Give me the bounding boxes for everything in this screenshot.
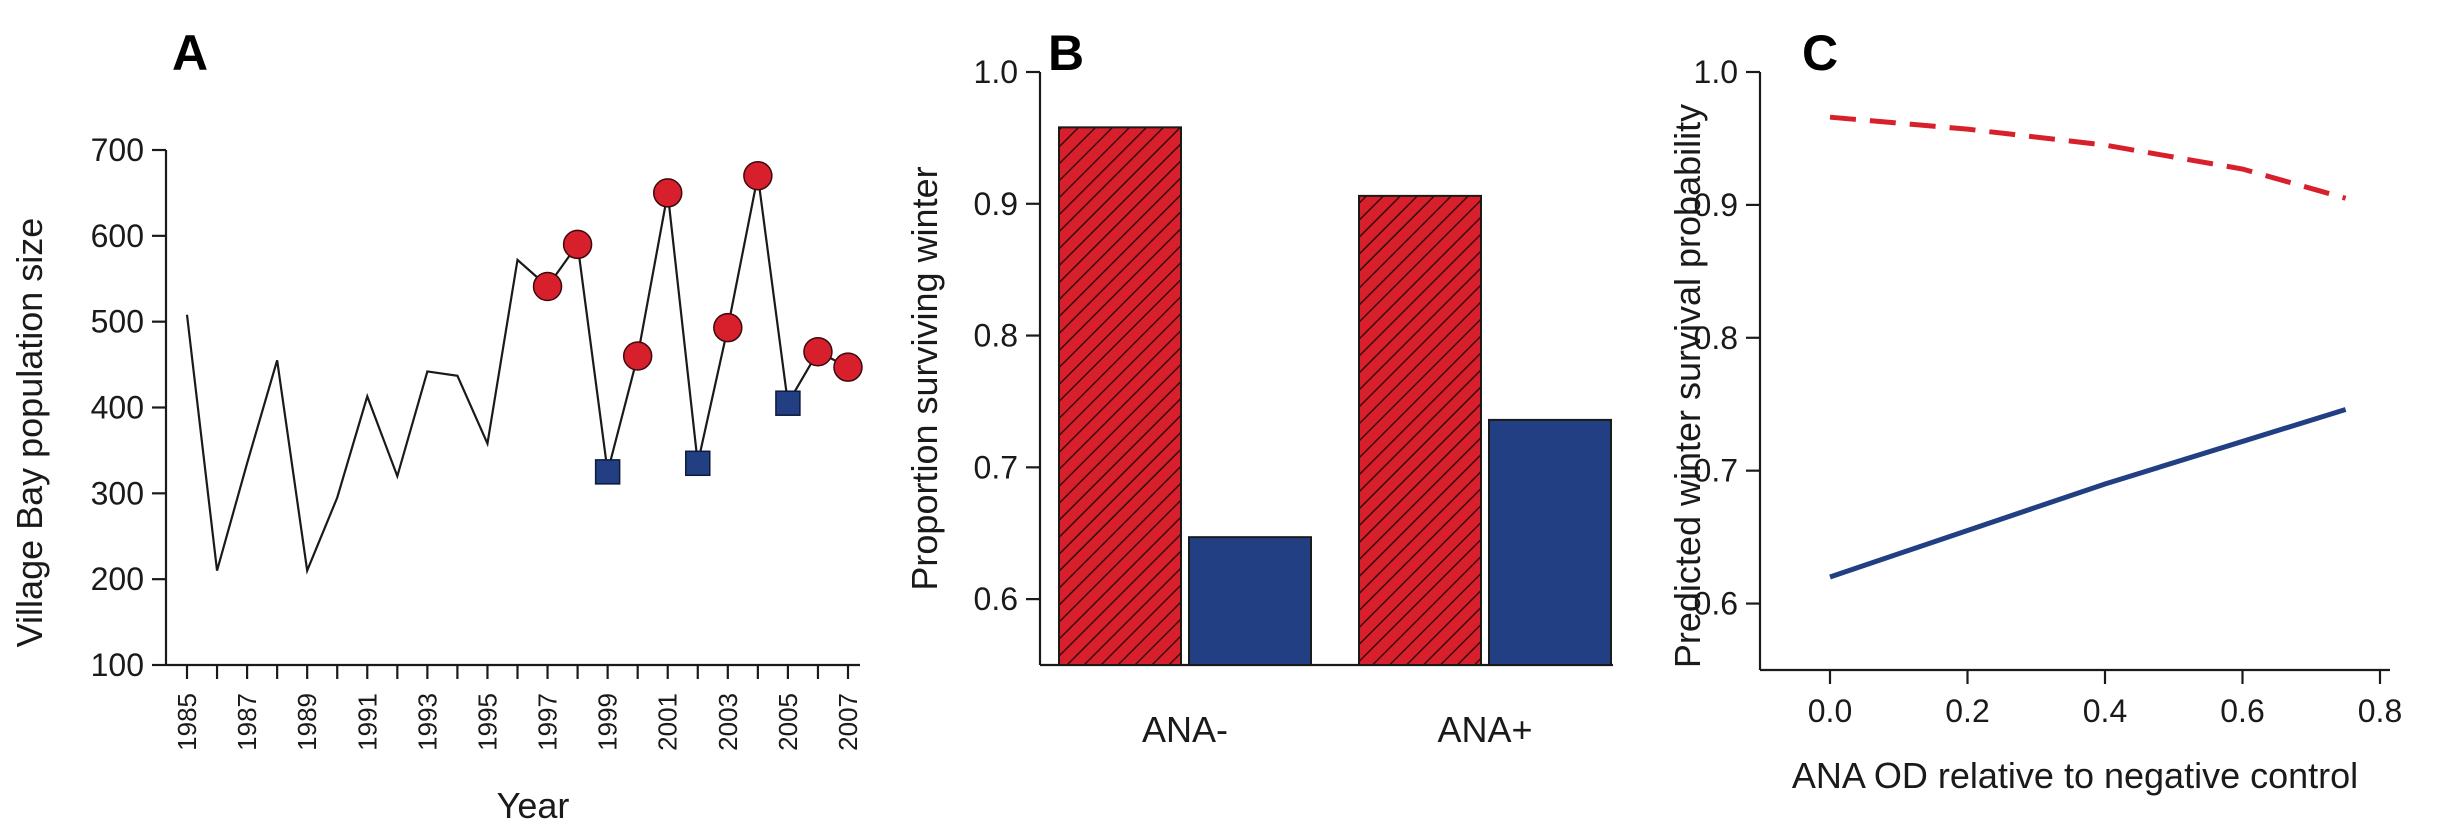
panel-a-x-tick-label: 2005: [773, 693, 803, 751]
panel-a-blue-square-marker: [685, 450, 711, 477]
panel-a-red-circle-marker: [833, 352, 863, 382]
panel-a-x-tick-label: 1987: [232, 693, 262, 751]
panel-a-y-tick-label: 300: [91, 475, 144, 511]
panel-c-x-axis-title: ANA OD relative to negative control: [1792, 755, 2358, 796]
panel-c-y-tick-label: 0.7: [1694, 453, 1738, 489]
panel-a-red-circle-marker: [803, 336, 833, 367]
panel-letter-c: C: [1802, 25, 1838, 81]
panel-a-x-tick-label: 2001: [653, 693, 683, 751]
panel-c-blue-solid-line: [1829, 407, 2347, 580]
panel-a-red-circle-marker: [713, 312, 743, 343]
panel-c-x-tick-label: 0.0: [1808, 693, 1852, 729]
panel-a-x-tick-label: 1989: [292, 693, 322, 751]
panel-a-red-circle-marker: [652, 178, 683, 208]
panel-letter-a: A: [172, 25, 208, 81]
panel-b-red-hatched-bar: [1358, 194, 1482, 666]
panel-c-chart: 0.6 0.7 0.8 0.9 1.0 0.0 0.2 0.4 0.6 0.8 ANA OD re…: [1667, 54, 2402, 796]
panel-a-red-circle-marker: [562, 229, 593, 260]
panel-b-y-axis-title: Proportion surviving winter: [904, 166, 945, 590]
panel-b-y-tick-label: 0.7: [974, 449, 1018, 485]
panel-b-blue-bar: [1488, 418, 1612, 667]
panel-b-blue-bar: [1188, 536, 1312, 666]
panel-a-x-tick-label: 1995: [472, 693, 502, 751]
panel-a-x-tick-label: 1993: [412, 693, 442, 751]
panel-a-x-tick-label: 1991: [352, 693, 382, 751]
panel-a-x-tick-label: 2003: [713, 693, 743, 751]
panel-a-y-tick-label: 200: [91, 561, 144, 597]
panel-a-x-tick-label: 2007: [833, 693, 863, 751]
panel-c-red-dashed-line: [1829, 114, 2347, 201]
panel-a-chart: 100 200 300 400 500 600 700 1985 1987 1989 1991 199…: [9, 132, 863, 826]
panel-c-x-tick-label: 0.8: [2358, 693, 2402, 729]
panel-a-population-line: [185, 175, 849, 575]
panel-b-y-tick-label: 0.9: [974, 186, 1018, 222]
panel-b-category-label: ANA+: [1437, 709, 1532, 750]
panel-letter-b: B: [1048, 25, 1084, 81]
panel-a-y-tick-label: 400: [91, 390, 144, 426]
panel-a-y-tick-label: 500: [91, 304, 144, 340]
panel-c-x-tick-label: 0.6: [2220, 693, 2264, 729]
panel-a-y-tick-label: 600: [91, 218, 144, 254]
panel-b-y-tick-label: 1.0: [974, 54, 1018, 90]
panel-c-y-axis-title: Predicted winter survival probability: [1667, 104, 1708, 668]
panel-a-red-circle-marker: [622, 341, 653, 371]
panel-c-y-tick-label: 0.8: [1694, 320, 1738, 356]
panel-a-x-tick-label: 1999: [593, 693, 623, 751]
panel-c-y-tick-label: 0.9: [1694, 187, 1738, 223]
panel-a-y-axis-title: Village Bay population size: [9, 218, 50, 648]
panel-b-red-hatched-bar: [1058, 126, 1182, 666]
panel-b-y-tick-label: 0.6: [974, 581, 1018, 617]
panel-a-blue-square-marker: [775, 390, 801, 416]
panel-b-y-tick-label: 0.8: [974, 318, 1018, 354]
panel-c-x-tick-label: 0.4: [2083, 693, 2127, 729]
panel-b-category-label: ANA-: [1142, 709, 1228, 750]
panel-a-y-tick-label: 100: [91, 647, 144, 683]
panel-a-blue-square-marker: [594, 459, 621, 485]
panel-c-y-tick-label: 1.0: [1694, 54, 1738, 90]
panel-b-chart: 0.6 0.7 0.8 0.9 1.0 ANA- ANA+ Proportion surv…: [904, 54, 1613, 750]
panel-a-x-tick-label: 1997: [533, 693, 563, 751]
panel-c-x-tick-label: 0.2: [1945, 693, 1989, 729]
panel-a-x-tick-label: 1985: [172, 693, 202, 751]
panel-c-y-tick-label: 0.6: [1694, 586, 1738, 622]
panel-a-red-circle-marker: [532, 271, 563, 302]
panel-a-y-tick-label: 700: [91, 132, 144, 168]
panel-a-x-axis-title: Year: [497, 785, 570, 826]
panel-a-red-circle-marker: [743, 161, 773, 191]
